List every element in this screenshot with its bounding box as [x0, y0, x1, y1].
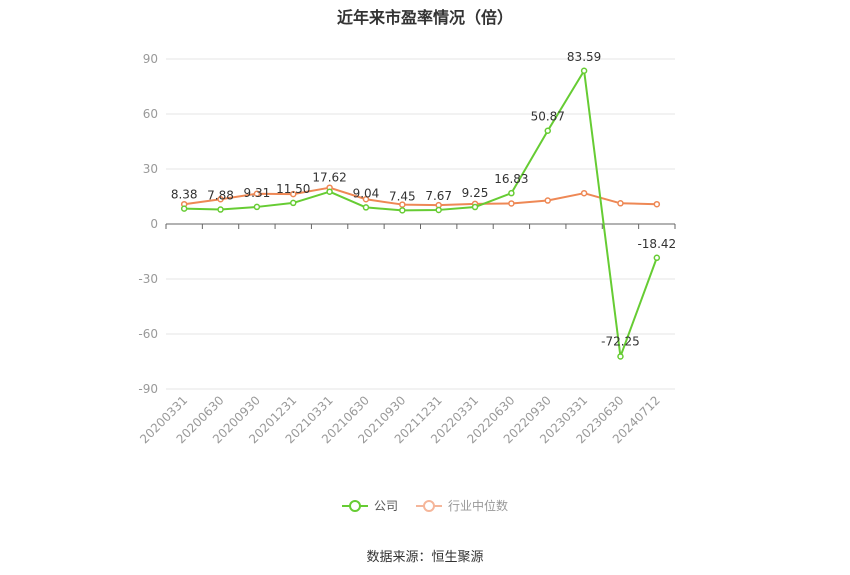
data-label: 17.62 — [312, 171, 346, 185]
data-label: -18.42 — [637, 237, 676, 251]
data-label: 9.25 — [462, 186, 489, 200]
data-point-industry-median — [362, 196, 370, 203]
y-tick-label: 30 — [143, 162, 158, 176]
legend-item-company[interactable]: 公司 — [341, 497, 398, 514]
data-label: 7.45 — [389, 189, 416, 203]
y-tick-label: -30 — [138, 272, 158, 286]
legend-item-industry-median[interactable]: 行业中位数 — [416, 497, 508, 514]
data-point-company — [326, 188, 333, 195]
axes: 9060300-30-60-90202003312020063020200930… — [137, 52, 676, 446]
data-point-company — [253, 203, 261, 211]
data-label: 11.50 — [276, 182, 310, 196]
grid-lines — [166, 58, 675, 390]
data-label: 9.31 — [244, 186, 271, 200]
legend-label-company: 公司 — [373, 499, 398, 513]
data-point-company — [180, 205, 188, 212]
data-label: 83.59 — [567, 50, 601, 64]
series-line-company — [184, 69, 658, 358]
data-point-company — [399, 207, 406, 214]
data-point-company — [508, 189, 515, 197]
data-point-company — [471, 203, 479, 211]
data-point-industry-median — [290, 190, 297, 198]
y-tick-label: -90 — [138, 382, 158, 396]
data-label: 16.83 — [494, 172, 528, 186]
y-tick-label: 60 — [143, 107, 158, 121]
legend: 公司 行业中位数 — [0, 497, 850, 514]
y-tick-label: 0 — [150, 217, 158, 231]
data-label: -72.25 — [601, 334, 640, 348]
data-label: 50.87 — [531, 110, 565, 124]
data-point-company — [653, 254, 661, 262]
data-point-industry-median — [617, 200, 624, 207]
data-label: 8.38 — [171, 188, 198, 202]
data-point-company — [617, 353, 624, 360]
data-point-company — [580, 67, 588, 75]
legend-line-icon-company — [341, 499, 368, 513]
data-point-company — [362, 204, 370, 211]
legend-label-industry-median: 行业中位数 — [448, 499, 509, 513]
chart-title: 近年来市盈率情况（倍） — [336, 8, 513, 27]
series-lines — [180, 67, 661, 360]
data-point-industry-median — [508, 200, 515, 207]
data-label: 7.67 — [425, 189, 452, 203]
series-line-industry-median — [184, 186, 657, 207]
data-point-industry-median — [253, 190, 261, 197]
y-tick-label: -60 — [138, 327, 158, 341]
legend-line-icon-industry-median — [416, 499, 442, 513]
data-point-industry-median — [653, 200, 661, 208]
data-point-company — [217, 206, 224, 213]
data-point-industry-median — [399, 201, 406, 208]
data-point-company — [544, 127, 551, 134]
data-point-industry-median — [217, 196, 224, 203]
y-tick-label: 90 — [143, 52, 158, 66]
data-point-industry-median — [544, 197, 551, 204]
data-point-company — [290, 199, 297, 207]
data-point-company — [435, 206, 442, 214]
data-point-industry-median — [580, 189, 588, 197]
data-source: 数据来源：恒生聚源 — [366, 550, 484, 565]
data-label: 7.88 — [207, 189, 234, 203]
data-label: 9.04 — [353, 186, 380, 200]
